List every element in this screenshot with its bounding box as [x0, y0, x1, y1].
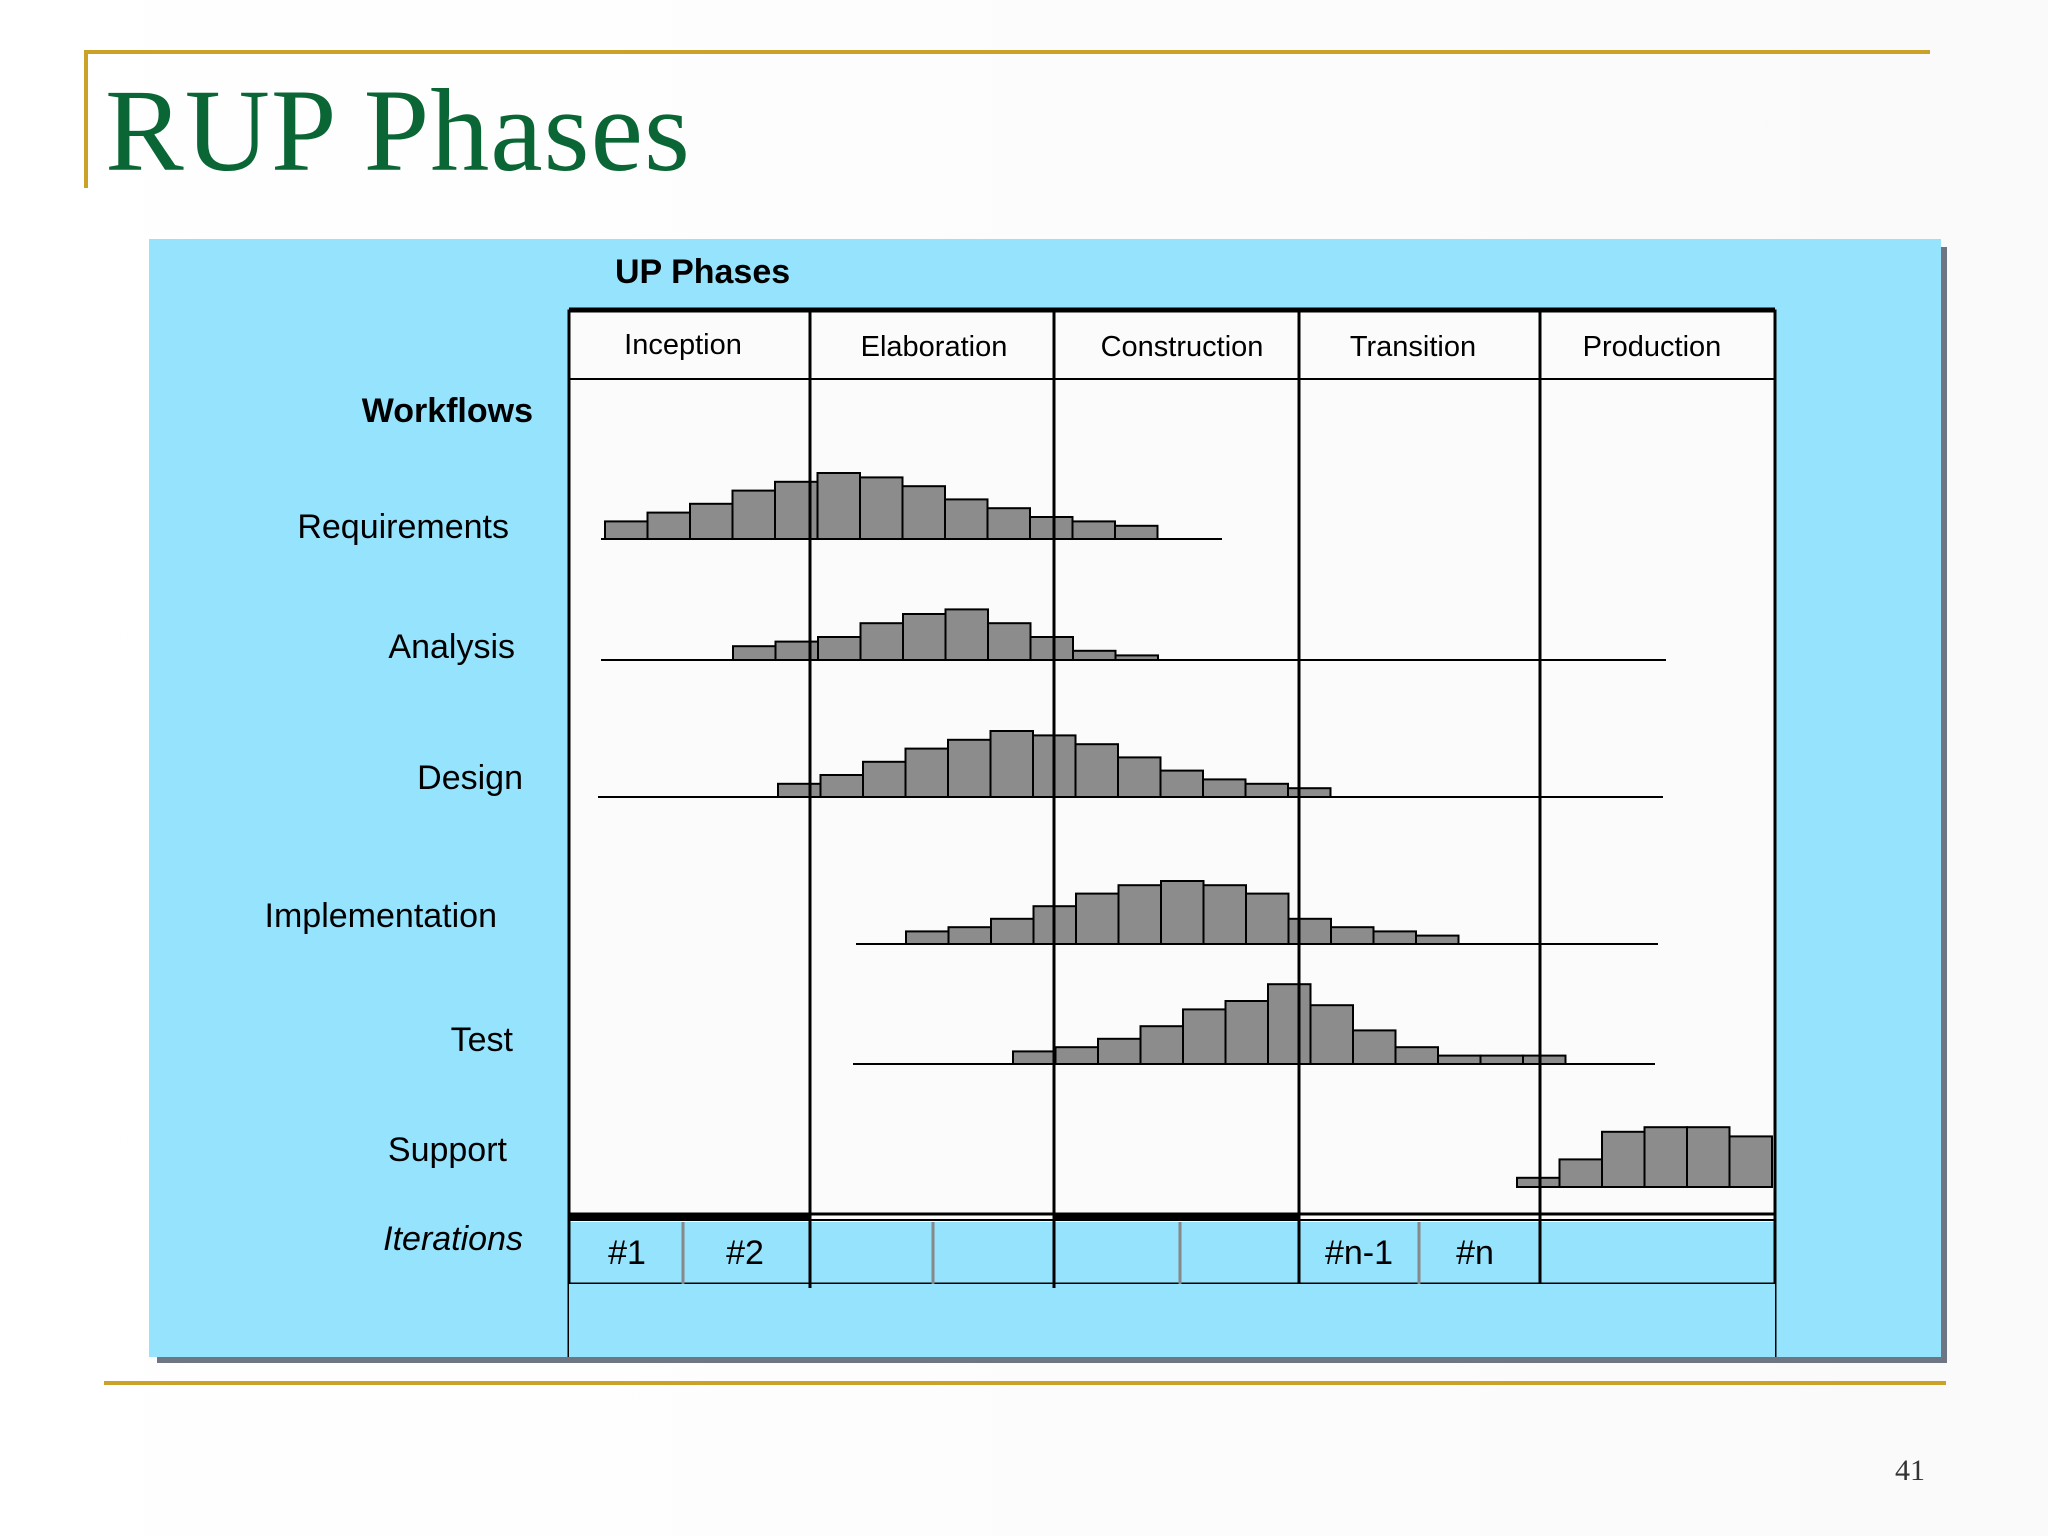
iteration-label: #n [1456, 1234, 1494, 1272]
below-table-fill [569, 1284, 1775, 1357]
histogram-bar [1202, 778, 1247, 799]
histogram-bar [859, 476, 904, 540]
histogram-bar [1224, 1000, 1269, 1065]
histogram-bar [1728, 1135, 1773, 1189]
histogram-bar [774, 640, 819, 662]
histogram-bar [989, 730, 1034, 798]
histogram-bar [947, 926, 992, 946]
histogram-bar [1202, 884, 1247, 946]
histogram-bar [1686, 1126, 1731, 1189]
histogram-bar [1352, 1029, 1397, 1066]
histogram-bar [777, 782, 822, 798]
histogram-bar [859, 622, 904, 662]
histogram-bar [905, 930, 950, 946]
histogram-bar [1522, 1054, 1567, 1065]
workflow-label-implementation: Implementation [265, 897, 497, 935]
histogram-bar [1309, 1004, 1354, 1066]
histogram-bar [1012, 1050, 1057, 1066]
histogram-bar [1114, 654, 1159, 661]
phase-header-inception: Inception [624, 329, 742, 361]
slide-number: 41 [1895, 1454, 1925, 1487]
histogram-bar [689, 502, 734, 540]
histogram-bar [947, 738, 992, 798]
workflow-label-design: Design [417, 759, 523, 797]
slide-title: RUP Phases [105, 65, 691, 196]
histogram-bar [1245, 892, 1290, 945]
histogram-bar [1117, 884, 1162, 946]
phase-header-transition: Transition [1350, 331, 1476, 363]
workflows-label: Workflows [362, 392, 533, 430]
histogram-bar [1394, 1046, 1439, 1066]
histogram-bar [1029, 516, 1074, 540]
histogram-bar [1071, 520, 1116, 540]
workflow-histograms [604, 472, 1773, 1189]
histogram-bar [901, 485, 946, 540]
table-background [569, 311, 1775, 1357]
histogram-bar [816, 472, 861, 540]
histogram-bar [987, 622, 1032, 662]
workflow-label-test: Test [451, 1021, 514, 1059]
histogram-bar [986, 507, 1031, 541]
bottom-rule [104, 1381, 1946, 1385]
histogram-bar [1097, 1037, 1142, 1065]
histogram-bar [1182, 1008, 1227, 1066]
phase-header-construction: Construction [1101, 331, 1264, 363]
histogram-bar [1267, 983, 1312, 1066]
histogram-bar [1072, 649, 1117, 661]
iteration-label: #2 [726, 1234, 764, 1272]
histogram-bar [1114, 524, 1159, 540]
phase-header-elaboration: Elaboration [861, 331, 1008, 363]
histogram-bar [902, 613, 947, 661]
histogram-bar [1244, 782, 1289, 798]
rup-phases-diagram: UP Phases Inception Elaboration Construc… [265, 253, 1777, 1357]
histogram-bar [1117, 756, 1162, 799]
iteration-dividers [681, 1222, 1421, 1284]
histogram-bar [862, 760, 907, 798]
histogram-bar [646, 511, 691, 541]
phase-dividers [808, 311, 1542, 1288]
histogram-bar [1287, 787, 1332, 799]
histogram-bar [1372, 930, 1417, 946]
iterations-band [569, 1222, 1775, 1284]
histogram-bar [1139, 1025, 1184, 1066]
histogram-bar [1415, 934, 1460, 945]
histogram-bar [732, 645, 777, 662]
iterations-label: Iterations [383, 1220, 523, 1258]
histogram-bar [1558, 1158, 1603, 1189]
histogram-bar [1437, 1054, 1482, 1065]
histogram-bar [1074, 743, 1119, 799]
histogram-bar [604, 520, 649, 540]
histogram-bar [817, 636, 862, 661]
histogram-bar [944, 498, 989, 540]
histogram-bar [1160, 880, 1205, 945]
iteration-label: #1 [608, 1234, 646, 1272]
workflow-label-analysis: Analysis [388, 628, 515, 666]
histogram-bar [904, 747, 949, 799]
workflow-label-requirements: Requirements [297, 508, 509, 546]
title-rule-left [84, 50, 88, 188]
histogram-bar [1601, 1130, 1646, 1188]
histogram-bar [1330, 926, 1375, 946]
workflow-label-support: Support [388, 1131, 508, 1169]
histogram-bar [1159, 769, 1204, 798]
histogram-bar [1287, 917, 1332, 945]
title-rule-top [84, 50, 1930, 54]
iteration-label: #n-1 [1325, 1234, 1393, 1272]
histogram-bar [819, 774, 864, 798]
diagram-heading: UP Phases [615, 253, 790, 291]
histogram-bar [944, 608, 989, 661]
histogram-bar [1479, 1054, 1524, 1065]
phase-header-production: Production [1583, 331, 1722, 363]
histogram-bar [1643, 1126, 1688, 1189]
histogram-bar [1029, 636, 1074, 661]
histogram-bar [1054, 1046, 1099, 1066]
histogram-bar [990, 917, 1035, 945]
histogram-bar [1075, 892, 1120, 945]
histogram-bar [731, 489, 776, 541]
